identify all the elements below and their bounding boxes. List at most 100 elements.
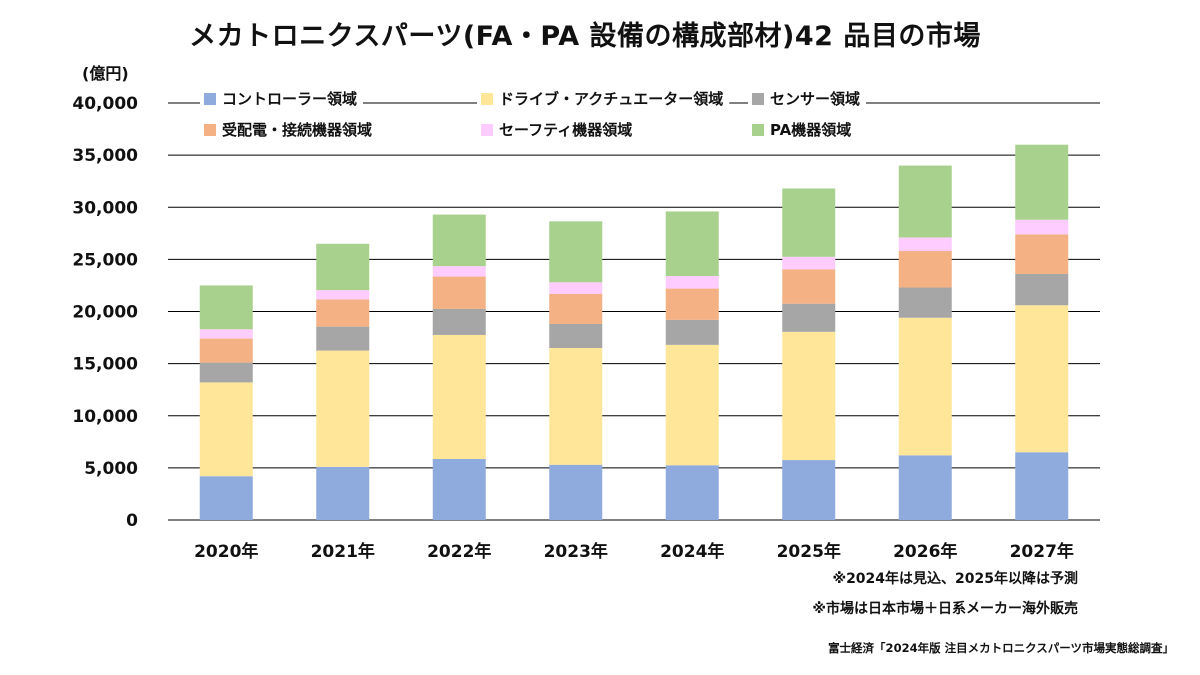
legend-swatch [481, 93, 493, 105]
x-tick-label: 2026年 [893, 541, 957, 562]
bar-segment [199, 285, 253, 330]
bar-segment [898, 287, 952, 318]
bar-segment [432, 276, 486, 309]
bar-segment [432, 266, 486, 277]
bar-segment [316, 290, 370, 300]
bar-stack [898, 165, 952, 520]
legend-swatch [752, 93, 764, 105]
bar-segment [199, 329, 253, 339]
legend-backdrop [748, 89, 867, 111]
bar-segment [1015, 144, 1069, 220]
bar-segment [1015, 273, 1069, 306]
x-tick-label: 2024年 [660, 541, 724, 562]
legend-swatch [752, 124, 764, 136]
legend-label: 受配電・接続機器領域 [222, 121, 372, 139]
bar-segment [665, 211, 719, 277]
bar-segment [665, 319, 719, 345]
bar-segment [316, 243, 370, 291]
y-tick-label: 10,000 [72, 407, 138, 427]
bar-segment [549, 293, 603, 325]
legend-item: センサー領域 [748, 89, 867, 111]
legend-label: ドライブ・アクチュエーター領域 [499, 90, 723, 108]
legend-swatch [204, 124, 216, 136]
y-tick-label: 15,000 [72, 355, 138, 375]
legend: コントローラー領域 ドライブ・アクチュエーター領域 センサー領域受配電・接続機器領域… [200, 89, 867, 142]
bar-stack [549, 221, 603, 520]
bar-segment [782, 256, 836, 270]
bar-stack [782, 188, 836, 520]
x-tick-label: 2025年 [777, 541, 841, 562]
bar-segment [782, 331, 836, 461]
bars [199, 144, 1069, 520]
legend-backdrop [748, 120, 858, 142]
legend-item: 受配電・接続機器領域 [200, 120, 379, 142]
y-tick-label: 5,000 [84, 459, 138, 479]
bar-segment [1015, 452, 1069, 520]
legend-label: PA機器領域 [770, 121, 851, 139]
bar-segment [432, 459, 486, 520]
legend-label: コントローラー領域 [222, 90, 357, 108]
chart-title: メカトロニクスパーツ(FA・PA 設備の構成部材)42 品目の市場 [189, 21, 981, 52]
legend-backdrop [200, 89, 364, 111]
y-tick-label: 40,000 [72, 94, 138, 114]
legend-swatch [204, 93, 216, 105]
bar-segment [549, 221, 603, 283]
bar-segment [665, 344, 719, 466]
x-tick-label: 2027年 [1010, 541, 1074, 562]
bar-stack [432, 214, 486, 520]
bar-segment [898, 251, 952, 288]
bar-segment [199, 476, 253, 520]
bar-segment [432, 214, 486, 267]
y-tick-label: 20,000 [72, 303, 138, 323]
y-tick-label: 25,000 [72, 250, 138, 270]
bar-segment [199, 362, 253, 383]
bar-segment [665, 465, 719, 520]
bar-segment [898, 455, 952, 520]
legend-item: コントローラー領域 [200, 89, 364, 111]
bar-segment [316, 350, 370, 467]
bar-segment [1015, 234, 1069, 274]
bar-segment [898, 237, 952, 252]
bar-segment [549, 324, 603, 348]
bar-segment [898, 317, 952, 456]
bar-segment [782, 269, 836, 304]
bar-stack [199, 285, 253, 520]
bar-segment [665, 276, 719, 289]
bar-segment [316, 466, 370, 520]
bar-segment [1015, 305, 1069, 453]
legend-swatch [481, 124, 493, 136]
legend-label: センサー領域 [770, 90, 860, 108]
bar-segment [1015, 219, 1069, 235]
axes: 0 5,000 10,000 15,000 20,000 25,000 30,000 35,0… [72, 94, 1074, 562]
note-forecast: ※2024年は見込、2025年以降は予測 [832, 571, 1078, 587]
x-tick-label: 2021年 [311, 541, 375, 562]
bar-segment [782, 303, 836, 332]
legend-item: セーフティ機器領域 [477, 120, 639, 142]
y-tick-label: 35,000 [72, 146, 138, 166]
bar-segment [549, 464, 603, 520]
y-tick-label: 0 [126, 511, 138, 531]
bar-stack [665, 211, 719, 520]
legend-item: PA機器領域 [748, 120, 858, 142]
bar-segment [199, 382, 253, 477]
legend-label: セーフティ機器領域 [499, 121, 632, 139]
bar-segment [432, 308, 486, 335]
legend-backdrop [477, 89, 730, 111]
legend-item: ドライブ・アクチュエーター領域 [477, 89, 730, 111]
x-tick-label: 2020年 [194, 541, 258, 562]
source-credit: 富士経済「2024年版 注目メカトロニクスパーツ市場実態総調査」 [828, 641, 1174, 655]
bar-segment [316, 326, 370, 351]
bar-segment [665, 288, 719, 320]
bar-stack [316, 243, 370, 520]
bar-segment [898, 165, 952, 238]
bar-segment [199, 338, 253, 363]
bar-segment [782, 188, 836, 257]
legend-backdrop [477, 120, 639, 142]
x-tick-label: 2022年 [427, 541, 491, 562]
legend-backdrop [200, 120, 379, 142]
y-axis-unit-label: (億円) [82, 64, 129, 83]
bar-segment [549, 282, 603, 294]
bar-segment [782, 460, 836, 520]
note-market-scope: ※市場は日本市場＋日系メーカー海外販売 [812, 601, 1078, 617]
